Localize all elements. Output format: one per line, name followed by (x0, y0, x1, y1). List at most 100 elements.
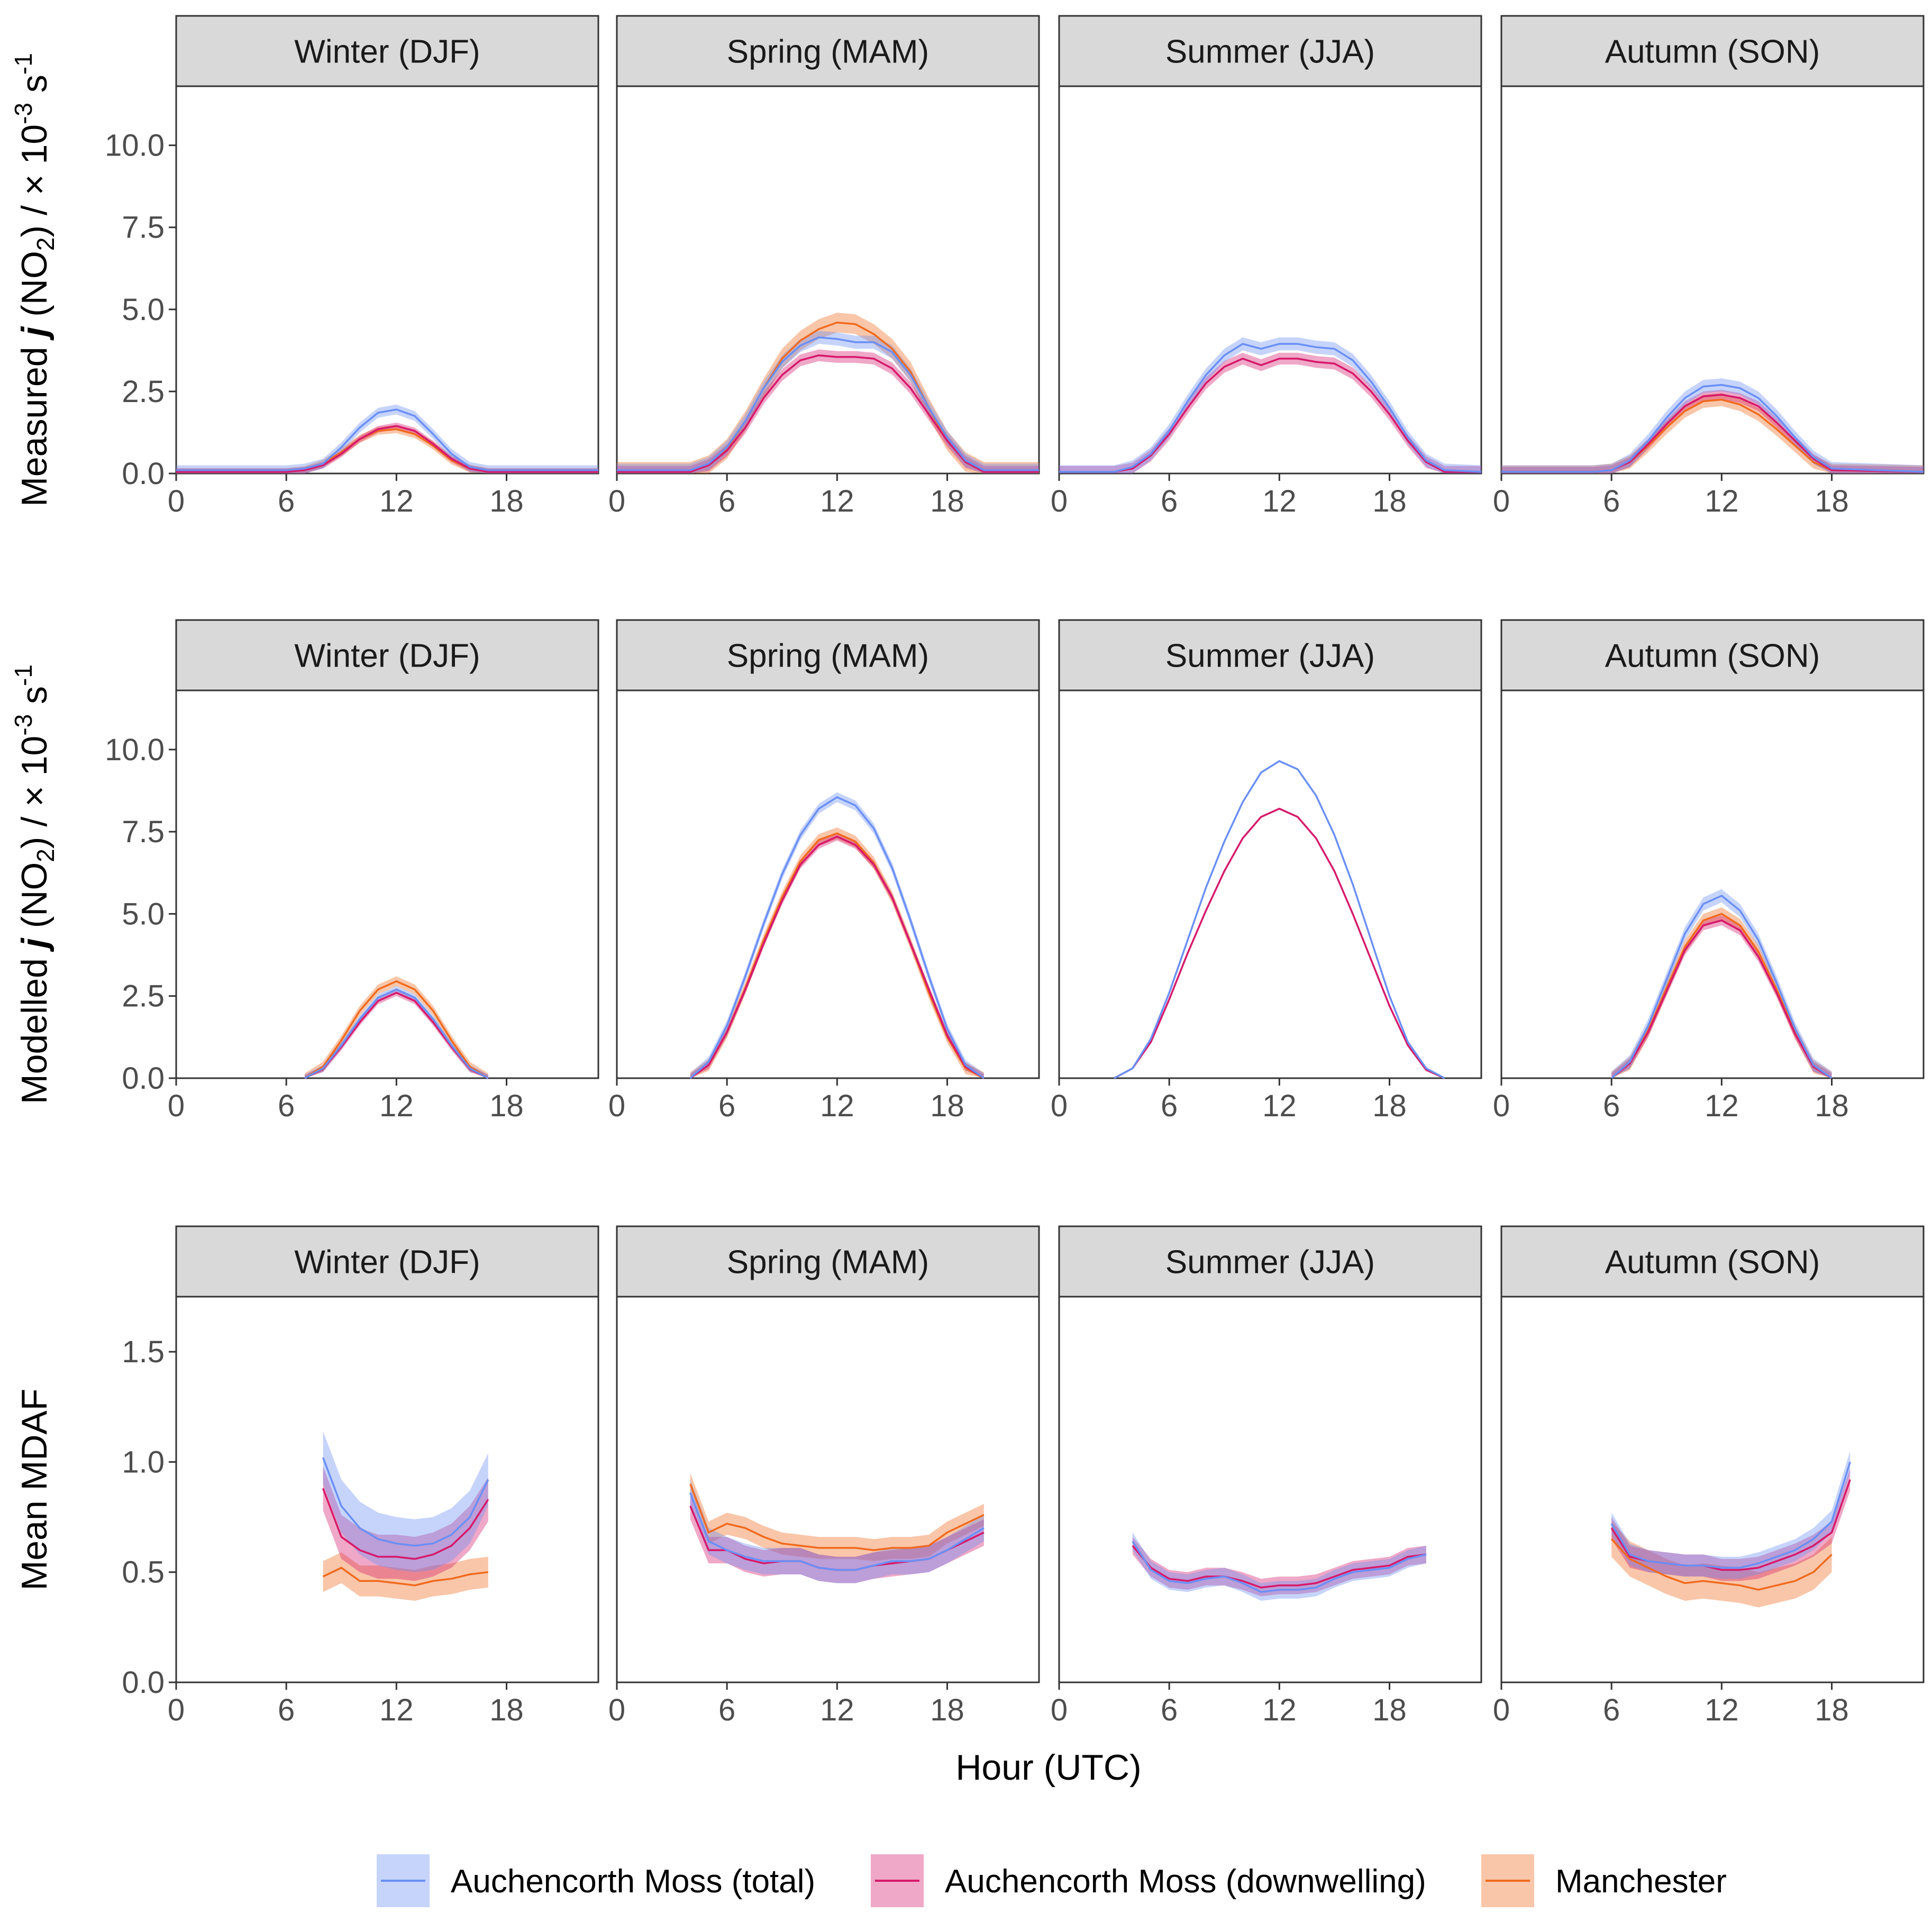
x-tick-label: 6 (278, 484, 295, 518)
panel-frame (616, 689, 1040, 1079)
series-band-total (690, 1479, 984, 1583)
series-band-total (1611, 1451, 1851, 1579)
x-tick-label: 6 (1603, 1693, 1620, 1727)
series-line-downwelling (1611, 919, 1833, 1079)
series-band-total (1132, 1532, 1426, 1601)
x-tick-label: 0 (1493, 1089, 1510, 1123)
x-tick-label: 18 (930, 1089, 964, 1123)
x-tick-label: 6 (718, 1693, 735, 1727)
x-tick-label: 18 (1815, 1089, 1849, 1123)
panel-measured-2: Summer (JJA) 0 6 12 18 (1051, 15, 1482, 518)
y-tick-label: 0.0 (122, 1061, 165, 1096)
panel-strip (1500, 619, 1925, 691)
panel-frame (1500, 1296, 1925, 1683)
panel-strip (1500, 15, 1925, 87)
series-band-manchester (690, 1473, 984, 1561)
legend-item-manchester: Manchester (1481, 1854, 1727, 1907)
x-tick-label: 12 (1705, 1089, 1739, 1123)
x-tick-label: 0 (1051, 484, 1068, 518)
x-tick-label: 0 (608, 1693, 625, 1727)
x-tick-label: 6 (718, 484, 735, 518)
series-line-total (1059, 343, 1482, 473)
panel-title: Spring (MAM) (727, 34, 929, 70)
x-tick-label: 12 (820, 484, 854, 518)
panel-title: Winter (DJF) (294, 638, 480, 675)
x-tick-label: 0 (168, 1693, 185, 1727)
y-axis-title-part: -1 (10, 53, 37, 75)
y-tick-label: 5.0 (122, 897, 165, 931)
x-tick-label: 18 (489, 1089, 524, 1123)
legend-label: Auchencorth Moss (downwelling) (945, 1863, 1426, 1900)
x-tick-label: 6 (278, 1693, 295, 1727)
x-tick-label: 18 (930, 1693, 964, 1727)
panel-strip (616, 15, 1040, 87)
x-tick-label: 0 (168, 1089, 185, 1123)
y-axis-title-part: 2 (32, 237, 59, 251)
panel-measured-1: Spring (MAM) 0 6 12 18 (608, 15, 1040, 518)
x-tick-label: 0 (608, 1089, 625, 1123)
panel-frame (175, 1296, 599, 1683)
x-tick-label: 0 (1051, 1089, 1068, 1123)
chart-row-measured: Measured j (NO2) / × 10-3 s-1 0.0 2.5 5.0 7.… (10, 15, 1925, 518)
panel-mdaf-1: Spring (MAM) 0 6 12 18 (608, 1225, 1040, 1727)
series-line-downwelling (1132, 1545, 1427, 1589)
x-tick-label: 6 (1603, 1089, 1620, 1123)
series-line-manchester (322, 1566, 489, 1587)
series-line-total (304, 988, 489, 1079)
y-tick-label: 0.0 (122, 457, 165, 491)
x-axis-title: Hour (UTC) (955, 1747, 1141, 1788)
y-tick-label: 2.5 (122, 979, 165, 1014)
panel-modelled-0: Winter (DJF) 0 6 12 18 (168, 619, 599, 1123)
y-tick-label: 5.0 (122, 293, 165, 327)
series-band-manchester (1501, 393, 1924, 473)
panel-modelled-1: Spring (MAM) 0 6 12 18 (608, 619, 1040, 1123)
panel-strip (1058, 15, 1482, 87)
legend-label: Auchencorth Moss (total) (451, 1863, 815, 1900)
x-tick-label: 12 (379, 1089, 414, 1123)
legend: Auchencorth Moss (total) Auchencorth Moss… (377, 1854, 1727, 1907)
x-tick-label: 18 (930, 484, 964, 518)
x-tick-label: 18 (1372, 484, 1407, 518)
y-tick-label: 1.0 (122, 1445, 165, 1479)
panel-measured-3: Autumn (SON) 0 6 12 18 (1493, 15, 1925, 518)
y-axis-title: Measured j (NO2) / × 10-3 s-1 (10, 53, 59, 507)
x-tick-label: 6 (1161, 1089, 1178, 1123)
y-axis-title-part: (NO (14, 862, 54, 939)
panel-title: Winter (DJF) (294, 1244, 480, 1281)
panel-title: Autumn (SON) (1605, 34, 1820, 70)
panel-frame (616, 1296, 1040, 1683)
y-axis-title-part: s (14, 75, 54, 103)
y-tick-label: 7.5 (122, 211, 165, 245)
panel-title: Spring (MAM) (727, 638, 929, 675)
x-tick-label: 18 (1815, 484, 1849, 518)
series-line-manchester (304, 980, 489, 1079)
series-line-downwelling (689, 835, 985, 1079)
y-axis-title-part: ) / × 10 (14, 124, 54, 238)
x-tick-label: 6 (1161, 484, 1178, 518)
series-line-total (689, 796, 985, 1079)
panel-frame (1500, 85, 1925, 475)
chart-row-modelled: Modelled j (NO2) / × 10-3 s-1 0.0 2.5 5.0 7.… (10, 619, 1925, 1123)
series-band-downwelling (1132, 1537, 1426, 1597)
series-line-downwelling (176, 425, 598, 473)
x-tick-label: 12 (1262, 1089, 1297, 1123)
x-tick-label: 12 (379, 1693, 414, 1727)
panel-title: Winter (DJF) (294, 34, 480, 70)
y-axis-title: Mean MDAF (14, 1389, 54, 1591)
y-axis-title-part: Measured (14, 337, 54, 507)
panel-measured-0: Winter (DJF) 0 6 12 18 (168, 15, 599, 518)
y-axis-title-part: s (14, 686, 54, 714)
series-line-downwelling (1059, 358, 1481, 473)
series-band-manchester (176, 425, 598, 473)
x-tick-label: 6 (1161, 1693, 1178, 1727)
chart-rows: Measured j (NO2) / × 10-3 s-1 0.0 2.5 5.0 7.… (10, 15, 1925, 1727)
x-tick-label: 18 (1372, 1089, 1407, 1123)
x-tick-label: 12 (1262, 1693, 1297, 1727)
y-axis-title-part: -3 (10, 714, 37, 736)
y-axis-title-part: (NO (14, 251, 54, 327)
series-line-manchester (1610, 1538, 1833, 1591)
series-line-total (1610, 1461, 1851, 1569)
panel-title: Summer (JJA) (1165, 638, 1375, 675)
